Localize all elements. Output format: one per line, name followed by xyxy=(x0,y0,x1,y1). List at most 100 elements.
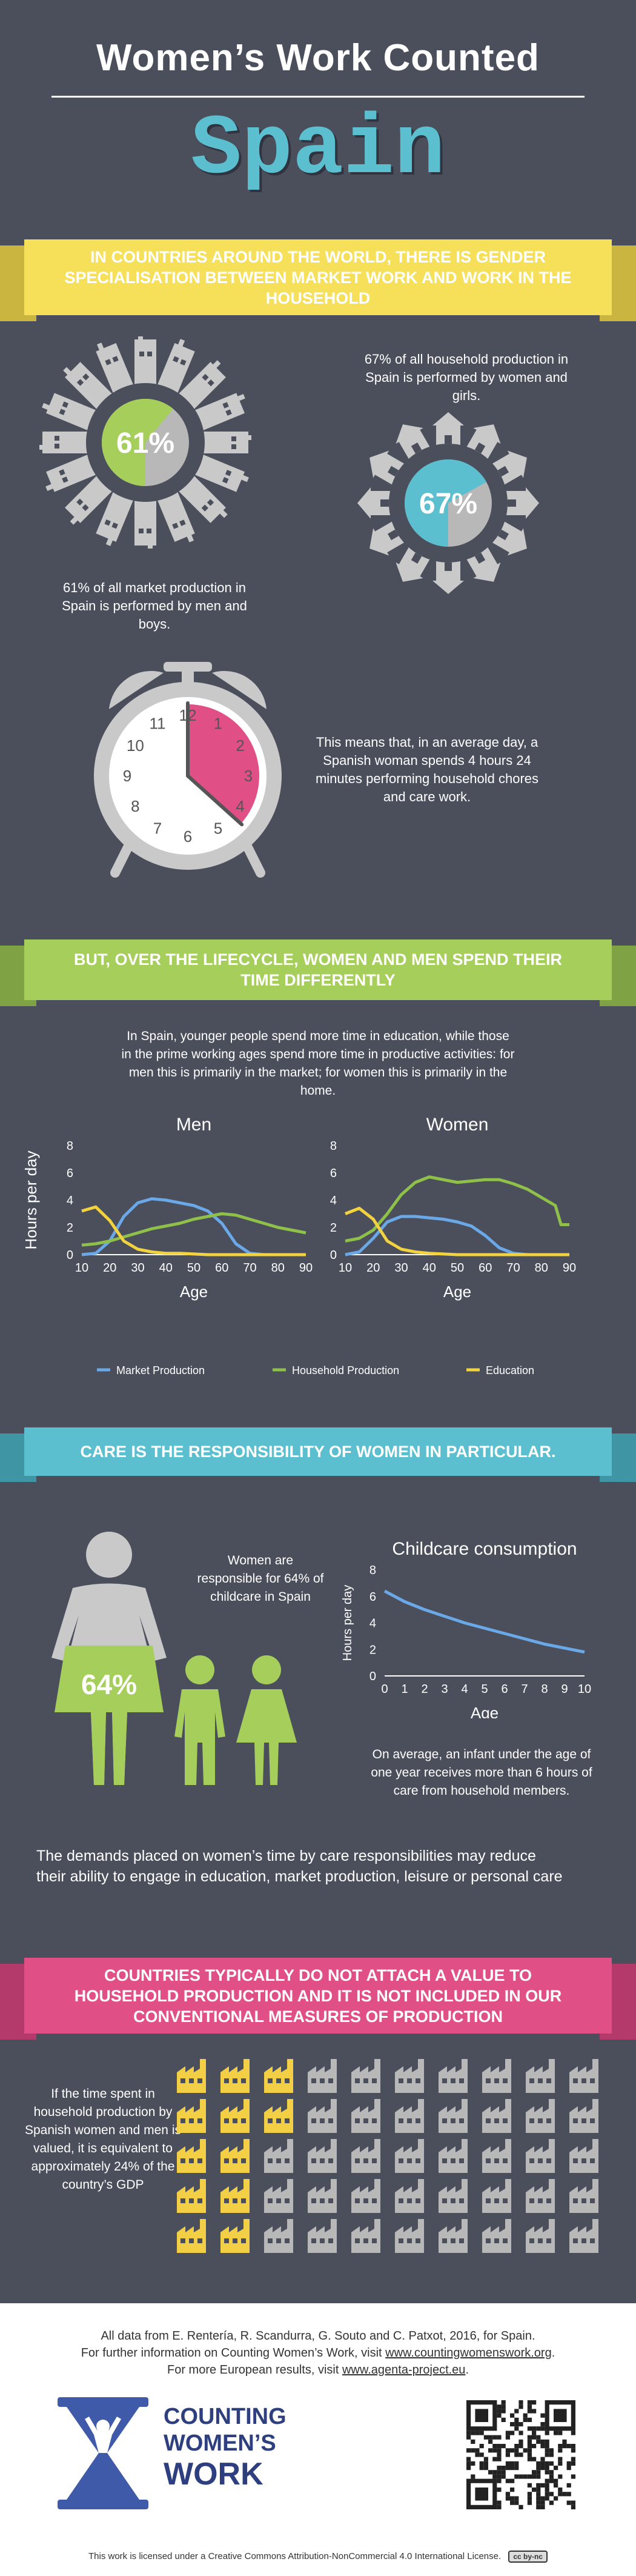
factory-icon xyxy=(191,393,245,432)
y-tick-label: 8 xyxy=(67,1140,73,1153)
x-tick-label: 80 xyxy=(535,1261,548,1275)
factory-icon xyxy=(263,2218,296,2254)
x-tick-label: 10 xyxy=(339,1261,352,1275)
clock-number: 4 xyxy=(236,797,244,815)
factory-icon xyxy=(525,2138,557,2174)
factory-icon xyxy=(176,2138,208,2174)
countingwomenswork-link[interactable]: www.countingwomenswork.org xyxy=(385,2346,552,2360)
factory-icon xyxy=(45,453,99,492)
clock-number: 8 xyxy=(131,797,139,815)
y-tick-label: 2 xyxy=(330,1221,337,1235)
country-name: Spain xyxy=(190,102,446,198)
factory-icon xyxy=(176,473,228,523)
y-tick-label: 0 xyxy=(330,1249,337,1262)
factory-icon xyxy=(39,432,91,453)
factory-icon xyxy=(176,2098,208,2134)
logo-text-line1: COUNTING xyxy=(164,2404,287,2429)
x-tick-label: 3 xyxy=(441,1683,448,1696)
footer: All data from E. Rentería, R. Scandurra,… xyxy=(0,2303,636,2576)
cc-license-badge[interactable]: cc by-nc xyxy=(508,2551,548,2563)
y-tick-label: 8 xyxy=(330,1140,337,1153)
series-line-1 xyxy=(345,1175,569,1243)
x-tick-label: 70 xyxy=(243,1261,256,1275)
x-tick-label: 0 xyxy=(381,1683,388,1696)
x-tick-label: 1 xyxy=(401,1683,408,1696)
x-tick-label: 50 xyxy=(187,1261,200,1275)
factory-ring-icon xyxy=(39,336,251,549)
agenta-project-link[interactable]: www.agenta-project.eu xyxy=(342,2363,466,2377)
y-tick-label: 0 xyxy=(369,1670,376,1683)
factory-icon xyxy=(306,2178,339,2214)
further-info-line: For further information on Counting Wome… xyxy=(81,2346,555,2360)
license-text: This work is licensed under a Creative C… xyxy=(88,2551,502,2561)
factory-icon xyxy=(437,2178,470,2214)
x-tick-label: 9 xyxy=(561,1683,568,1696)
banner-gender-specialisation: IN COUNTRIES AROUND THE WORLD, THERE IS … xyxy=(0,239,636,321)
x-axis-label: Age xyxy=(443,1283,471,1301)
y-tick-label: 6 xyxy=(330,1167,337,1180)
alarm-clock-icon: 121234567891011 xyxy=(94,662,282,878)
x-tick-label: 4 xyxy=(461,1683,468,1696)
factory-icon xyxy=(394,2138,426,2174)
factory-icon xyxy=(394,2178,426,2214)
factory-icon xyxy=(96,489,135,546)
factory-icon xyxy=(394,2098,426,2134)
legend-label: Household Production xyxy=(292,1364,399,1376)
clock-number: 1 xyxy=(214,714,222,732)
factory-icon xyxy=(306,2138,339,2174)
chart-title: Childcare consumption xyxy=(392,1539,577,1559)
series-line-0 xyxy=(383,1589,585,1654)
title-divider xyxy=(51,96,585,98)
factory-icon xyxy=(134,336,156,388)
gdp-factory-grid xyxy=(176,2058,612,2258)
factory-icon xyxy=(350,2178,383,2214)
chart-title: Men xyxy=(176,1115,211,1135)
household-pct-label: 67% xyxy=(419,488,477,520)
x-tick-label: 5 xyxy=(481,1683,488,1696)
x-tick-label: 10 xyxy=(578,1683,591,1696)
donut-share xyxy=(102,399,173,486)
series-line-2 xyxy=(81,1205,306,1256)
x-tick-label: 30 xyxy=(131,1261,144,1275)
factory-icon xyxy=(65,473,115,525)
factory-icon xyxy=(176,2058,208,2094)
factory-icon xyxy=(525,2178,557,2214)
factory-icon xyxy=(263,2098,296,2134)
factory-icon xyxy=(156,489,195,542)
y-tick-label: 2 xyxy=(67,1221,73,1235)
factory-icon xyxy=(96,342,135,396)
family-icon: 64% xyxy=(51,1532,297,1785)
x-tick-label: 90 xyxy=(563,1261,576,1275)
factory-icon xyxy=(437,2138,470,2174)
clock-number: 7 xyxy=(153,819,162,838)
y-axis-label: Hours per day xyxy=(341,1585,354,1661)
factory-icon xyxy=(568,2098,601,2134)
y-tick-label: 2 xyxy=(369,1643,376,1657)
factory-icon xyxy=(263,2178,296,2214)
x-tick-label: 60 xyxy=(479,1261,492,1275)
clock-number: 5 xyxy=(214,819,222,838)
clock-number: 6 xyxy=(184,827,192,846)
clock-number: 10 xyxy=(127,736,144,755)
x-tick-label: 7 xyxy=(521,1683,528,1696)
clock-number: 9 xyxy=(123,767,131,785)
page-title: Women’s Work Counted xyxy=(96,37,540,79)
factory-icon xyxy=(263,2058,296,2094)
house-icon xyxy=(357,487,394,519)
x-tick-label: 90 xyxy=(299,1261,313,1275)
factory-icon xyxy=(481,2058,514,2094)
y-tick-label: 4 xyxy=(330,1194,337,1207)
factory-icon xyxy=(219,2058,252,2094)
x-tick-label: 2 xyxy=(421,1683,428,1696)
series-line-2 xyxy=(345,1207,569,1256)
y-tick-label: 6 xyxy=(369,1590,376,1604)
x-tick-label: 20 xyxy=(366,1261,380,1275)
factory-icon xyxy=(219,2098,252,2134)
factory-icon xyxy=(219,2218,252,2254)
qr-code-icon[interactable] xyxy=(466,2400,575,2509)
factory-icon xyxy=(568,2058,601,2094)
factory-icon xyxy=(437,2058,470,2094)
factory-icon xyxy=(525,2058,557,2094)
factory-icon xyxy=(437,2218,470,2254)
factory-icon xyxy=(525,2218,557,2254)
